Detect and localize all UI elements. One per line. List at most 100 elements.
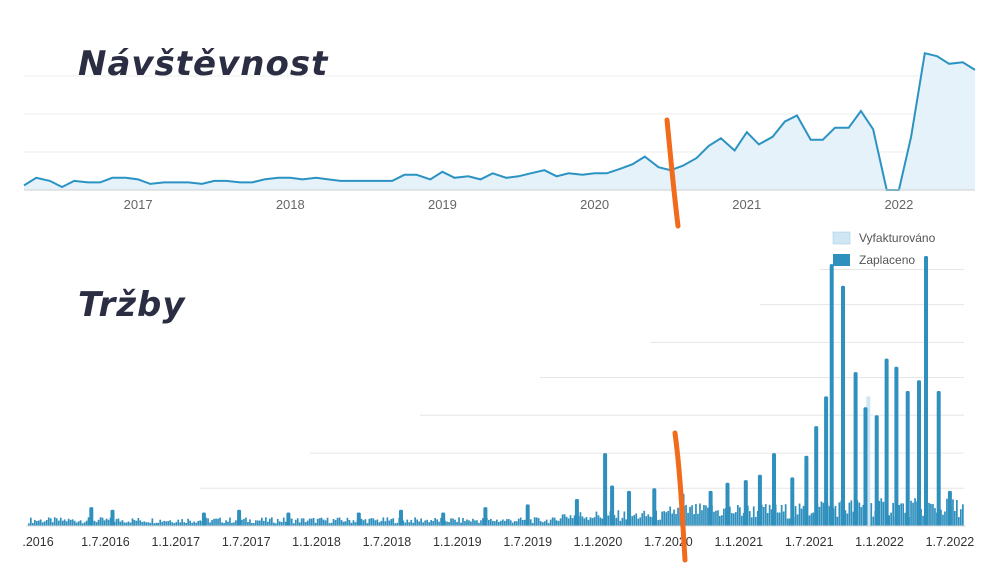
revenue-bar (515, 521, 518, 526)
revenue-bar (61, 520, 64, 526)
revenue-bar (336, 517, 339, 526)
revenue-bar (227, 521, 229, 526)
revenue-bar (63, 519, 66, 526)
revenue-bar (436, 519, 438, 526)
revenue-bar-peak (772, 453, 776, 526)
revenue-bar (601, 518, 604, 526)
revenue-bar (878, 500, 881, 526)
revenue-bar (928, 502, 930, 526)
revenue-bar (105, 518, 108, 526)
revenue-bar (506, 519, 508, 526)
revenue-bar (673, 509, 675, 526)
revenue-bar (802, 505, 805, 526)
revenue-bar (378, 522, 381, 526)
revenue-x-tick-label: .2016 (22, 535, 53, 549)
revenue-bar (243, 518, 245, 526)
revenue-bar-peak (708, 490, 713, 526)
revenue-bar-peak (743, 480, 748, 526)
revenue-bar-peak (110, 509, 115, 526)
revenue-bar (55, 518, 58, 526)
revenue-bar (685, 504, 687, 526)
revenue-bar (834, 505, 837, 526)
revenue-bar (900, 503, 902, 526)
revenue-bar (428, 522, 430, 526)
revenue-bar (229, 517, 231, 526)
revenue-bar (221, 522, 223, 526)
revenue-bar (480, 520, 482, 526)
revenue-bar (143, 521, 146, 526)
revenue-bar (167, 521, 170, 526)
revenue-bar-peak (610, 485, 615, 526)
revenue-bar (705, 505, 707, 526)
revenue-bar (615, 517, 618, 526)
revenue-bar (255, 520, 257, 526)
revenue-bar (531, 523, 534, 526)
revenue-bar (185, 523, 187, 526)
revenue-bar-peak (936, 391, 941, 526)
revenue-bar (956, 500, 958, 526)
revenue-x-tick-label: 1.7.2020 (644, 535, 693, 549)
revenue-bar (330, 522, 333, 526)
revenue-bar (338, 517, 341, 526)
revenue-bar (189, 520, 191, 526)
revenue-bar-peak (574, 499, 579, 526)
revenue-bar (296, 518, 299, 526)
revenue-bar (129, 522, 132, 526)
revenue-bar (910, 500, 912, 526)
revenue-bar (507, 519, 510, 526)
revenue-bar (812, 512, 815, 526)
revenue-bar (482, 518, 484, 526)
revenue-bar (101, 517, 104, 526)
revenue-bar (175, 522, 178, 526)
revenue-bar-peak (841, 285, 845, 526)
revenue-bar (460, 522, 462, 526)
revenue-bar (476, 520, 478, 526)
revenue-bar (766, 513, 769, 526)
revenue-bar-peak (652, 488, 657, 526)
revenue-bar (137, 518, 140, 526)
revenue-bar (456, 521, 458, 526)
revenue-bar (735, 512, 737, 526)
revenue-bar (193, 521, 195, 526)
revenue-bar (922, 515, 924, 526)
revenue-bar (161, 521, 164, 526)
revenue-bar-peak (757, 474, 762, 526)
revenue-bar (776, 512, 779, 526)
revenue-bar (701, 510, 703, 526)
revenue-bar (261, 517, 263, 526)
revenue-bar (103, 520, 106, 526)
revenue-bar-peak (905, 391, 910, 526)
revenue-bar (418, 521, 420, 526)
revenue-bar (360, 518, 363, 526)
revenue-bar (93, 520, 96, 526)
revenue-bar (599, 517, 602, 526)
traffic-x-tick-label: 2020 (580, 197, 609, 212)
revenue-bar (808, 515, 811, 526)
revenue-bar (69, 519, 72, 526)
revenue-bar (729, 506, 731, 526)
revenue-bar (748, 511, 751, 526)
revenue-bar (85, 520, 88, 526)
revenue-bar (762, 507, 765, 526)
revenue-bar (151, 518, 154, 526)
revenue-bar (302, 518, 305, 526)
revenue-bar-peak (804, 455, 809, 526)
revenue-bar (870, 503, 873, 526)
revenue-bar (962, 504, 964, 526)
revenue-bar (677, 507, 679, 526)
revenue-bar (788, 518, 791, 526)
revenue-bar (583, 518, 586, 526)
revenue-bar (490, 518, 492, 526)
revenue-bar (687, 512, 689, 526)
revenue-bar (107, 519, 110, 526)
revenue-bar (862, 504, 865, 526)
revenue-bar (958, 517, 960, 526)
revenue-x-tick-label: 1.7.2018 (363, 535, 412, 549)
revenue-bar-peak (286, 512, 291, 526)
traffic-line (23, 51, 976, 191)
revenue-bar (328, 523, 331, 526)
revenue-bar (282, 517, 285, 526)
revenue-bar (529, 519, 532, 526)
revenue-bar (850, 500, 853, 526)
revenue-bar (300, 518, 303, 526)
